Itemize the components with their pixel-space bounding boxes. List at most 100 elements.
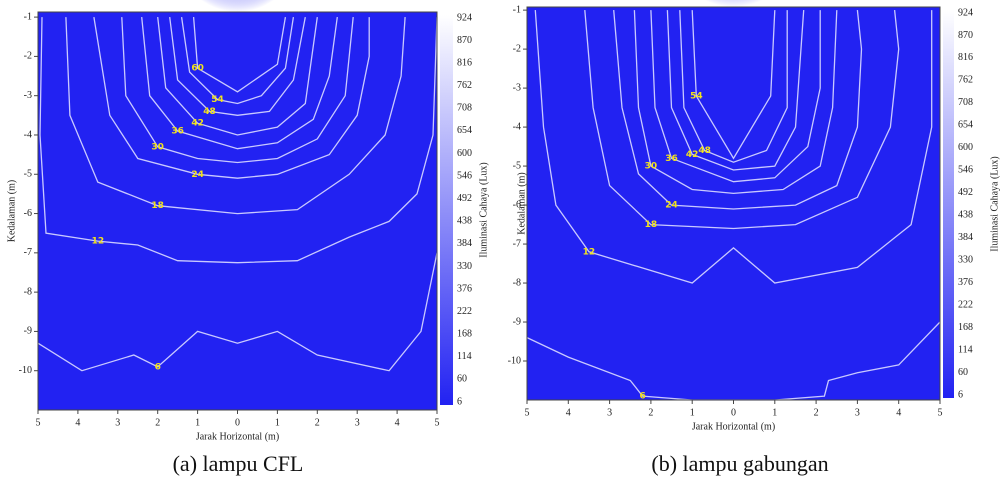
colorbar-tick-label: 708 <box>457 103 472 114</box>
contour-label: 42 <box>191 119 204 129</box>
y-tick-label: -10 <box>508 355 521 366</box>
contour-label: 24 <box>665 201 678 211</box>
contour-label: 54 <box>211 95 224 105</box>
contour-label: 12 <box>583 247 596 257</box>
contour-line <box>121 17 354 164</box>
colorbar-tick-label: 924 <box>958 7 973 18</box>
x-tick-label: 2 <box>648 407 653 418</box>
colorbar-tick-label: 600 <box>958 142 973 153</box>
colorbar-tick-label: 384 <box>457 238 472 249</box>
colorbar-tick-label: 6 <box>457 396 462 407</box>
contour-line <box>141 17 338 150</box>
light-glow <box>663 0 804 85</box>
colorbar-title: Iluminasi Cahaya (Lux) <box>989 156 1000 252</box>
colorbar-tick-label: 376 <box>958 277 973 288</box>
x-tick-label: 3 <box>607 407 612 418</box>
y-tick-label: -5 <box>513 160 521 171</box>
colorbar-tick-label: 384 <box>958 232 973 243</box>
colorbar-tick-label: 60 <box>457 374 467 385</box>
contour-label: 18 <box>151 201 164 211</box>
colorbar-tick-label: 330 <box>457 261 472 272</box>
x-tick-label: 5 <box>938 407 943 418</box>
x-axis-title: Jarak Horizontal (m) <box>196 431 279 442</box>
colorbar-tick-label: 330 <box>958 254 973 265</box>
x-tick-label: 5 <box>525 407 530 418</box>
contour-line <box>691 10 776 160</box>
x-tick-label: 2 <box>315 417 320 428</box>
colorbar-tick-label: 168 <box>457 329 472 340</box>
light-glow <box>169 0 306 87</box>
y-axis-title: Kedalaman (m) <box>516 172 527 234</box>
colorbar-tick-label: 376 <box>457 283 472 294</box>
y-tick-label: -7 <box>513 238 521 249</box>
contour-label: 30 <box>645 162 658 172</box>
colorbar-tick-label: 924 <box>457 12 472 23</box>
x-tick-label: 2 <box>155 417 160 428</box>
colorbar-tick-label: 114 <box>457 351 472 362</box>
contour-line <box>65 17 406 215</box>
contour-label: 60 <box>191 64 204 74</box>
colorbar-tick-label: 222 <box>958 299 973 310</box>
contour-label: 6 <box>640 392 646 402</box>
y-tick-label: -8 <box>24 286 32 297</box>
contour-line <box>37 252 438 372</box>
y-tick-label: -4 <box>24 129 32 140</box>
contour-label: 36 <box>665 154 678 164</box>
contour-label: 48 <box>203 107 216 117</box>
y-tick-label: -8 <box>513 277 521 288</box>
contour-line <box>584 10 900 230</box>
contour-line <box>666 10 805 171</box>
contour-label: 6 <box>155 362 161 372</box>
contour-line <box>169 16 306 116</box>
colorbar-tick-label: 600 <box>457 148 472 159</box>
y-tick-label: -3 <box>513 82 521 93</box>
contour-label: 30 <box>151 142 164 152</box>
colorbar-tick-label: 546 <box>958 165 973 176</box>
y-tick-label: -2 <box>24 51 32 62</box>
contour-label: 54 <box>690 91 703 101</box>
colorbar-tick-label: 60 <box>958 367 968 378</box>
x-tick-label: 5 <box>435 417 440 428</box>
caption: (b) lampu gabungan <box>651 451 828 476</box>
y-axis-title: Kedalaman (m) <box>6 180 17 242</box>
x-tick-label: 0 <box>235 417 240 428</box>
x-tick-label: 3 <box>855 407 860 418</box>
y-tick-label: -7 <box>24 247 32 258</box>
x-tick-label: 3 <box>115 417 120 428</box>
contour-label: 36 <box>171 127 184 137</box>
colorbar-tick-label: 762 <box>958 75 973 86</box>
contour-line <box>157 17 318 136</box>
x-axis-title: Jarak Horizontal (m) <box>692 421 775 432</box>
colorbar-tick-label: 708 <box>958 97 973 108</box>
y-tick-label: -6 <box>24 208 32 219</box>
colorbar <box>440 15 453 405</box>
colorbar-tick-label: 492 <box>958 187 973 198</box>
y-tick-label: -9 <box>513 316 521 327</box>
y-tick-label: -1 <box>24 11 32 22</box>
colorbar-tick-label: 816 <box>457 57 472 68</box>
x-tick-label: 1 <box>275 417 280 428</box>
colorbar-tick-label: 762 <box>457 80 472 91</box>
contour-line <box>679 10 788 163</box>
x-tick-label: 4 <box>566 407 571 418</box>
x-tick-label: 5 <box>36 417 41 428</box>
contour-label: 24 <box>191 170 204 180</box>
contour-label: 48 <box>698 146 711 156</box>
colorbar <box>943 10 954 398</box>
x-tick-label: 2 <box>814 407 819 418</box>
contour-line <box>650 10 821 183</box>
x-tick-label: 1 <box>195 417 200 428</box>
colorbar-tick-label: 870 <box>457 35 472 46</box>
contour-line <box>534 10 933 284</box>
contour-line <box>93 16 370 179</box>
y-tick-label: -2 <box>513 43 521 54</box>
contour-label: 42 <box>686 150 699 160</box>
colorbar-title: Iluminasi Cahaya (Lux) <box>478 162 489 258</box>
y-tick-label: -1 <box>513 4 521 15</box>
y-tick-label: -10 <box>19 365 32 376</box>
caption: (a) lampu CFL <box>173 451 304 476</box>
colorbar-tick-label: 654 <box>457 125 472 136</box>
contour-line <box>633 10 838 195</box>
colorbar-tick-label: 438 <box>457 216 472 227</box>
